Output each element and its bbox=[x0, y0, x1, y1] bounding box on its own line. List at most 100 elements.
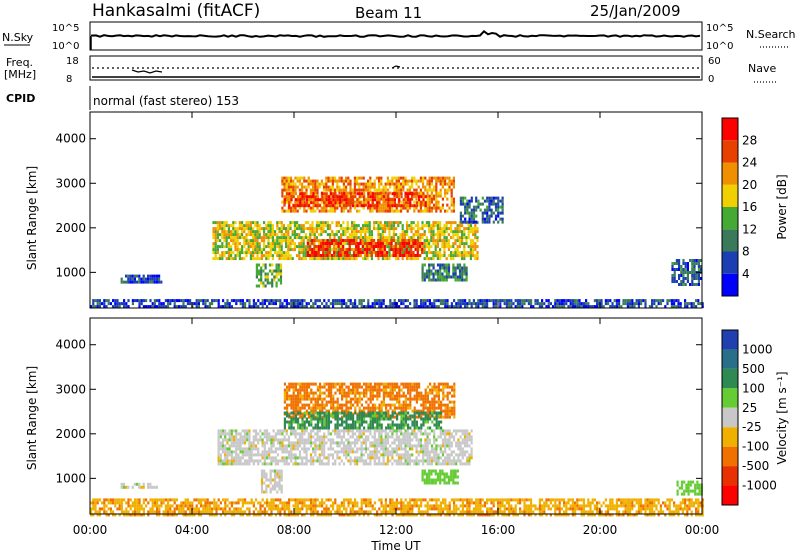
power-cell bbox=[446, 203, 449, 207]
power-cell bbox=[488, 214, 491, 218]
velocity-cell bbox=[318, 435, 321, 439]
power-cell bbox=[138, 302, 141, 306]
velocity-cell bbox=[373, 444, 376, 448]
power-cell bbox=[414, 224, 417, 228]
power-cell bbox=[432, 278, 435, 282]
power-cell bbox=[221, 251, 224, 255]
power-cell bbox=[371, 209, 374, 213]
power-cell bbox=[454, 272, 457, 276]
velocity-region-2 bbox=[217, 429, 473, 466]
power-cell bbox=[486, 299, 489, 303]
power-cell bbox=[293, 227, 296, 231]
velocity-cell bbox=[413, 411, 416, 415]
power-cell bbox=[287, 248, 290, 252]
velocity-cell bbox=[263, 450, 266, 454]
velocity-cell bbox=[349, 450, 352, 454]
power-cell bbox=[204, 302, 207, 306]
power-cell bbox=[331, 185, 334, 189]
power-cell bbox=[216, 227, 219, 231]
power-cell bbox=[353, 233, 356, 237]
power-cell bbox=[422, 179, 425, 183]
power-cell bbox=[305, 204, 308, 208]
velocity-cell bbox=[353, 438, 357, 442]
power-cell bbox=[280, 242, 283, 246]
velocity-cell bbox=[303, 426, 306, 430]
power-cell bbox=[283, 179, 286, 183]
power-cell bbox=[466, 220, 469, 224]
power-cell bbox=[377, 227, 380, 231]
power-cell bbox=[454, 254, 457, 258]
velocity-cell bbox=[435, 406, 438, 410]
power-cell bbox=[415, 182, 418, 186]
power-cell bbox=[378, 179, 381, 183]
power-cell bbox=[351, 233, 354, 237]
velocity-cell bbox=[287, 450, 291, 454]
velocity-cell bbox=[375, 462, 379, 466]
power-cell bbox=[334, 201, 337, 205]
power-cell bbox=[497, 214, 500, 218]
velocity-cell bbox=[351, 429, 354, 433]
velocity-cell bbox=[415, 382, 418, 386]
power-cell bbox=[353, 236, 356, 240]
power-cell bbox=[395, 185, 398, 189]
power-cell bbox=[275, 266, 278, 270]
power-cell bbox=[216, 257, 219, 261]
velocity-cell bbox=[343, 394, 346, 398]
velocity-cell bbox=[380, 414, 383, 418]
power-cell bbox=[697, 262, 700, 265]
velocity-cell bbox=[312, 426, 315, 430]
velocity-cell bbox=[380, 441, 383, 445]
power-cell bbox=[359, 242, 362, 245]
velocity-cell bbox=[424, 411, 427, 415]
power-cell bbox=[127, 305, 130, 309]
power-cell bbox=[323, 204, 326, 208]
velocity-cell bbox=[424, 394, 427, 398]
power-cell bbox=[230, 233, 233, 237]
power-cell bbox=[635, 302, 638, 306]
velocity-cell bbox=[367, 397, 370, 401]
power-cell bbox=[463, 227, 466, 231]
velocity-cell bbox=[305, 391, 308, 395]
power-cell bbox=[402, 188, 405, 192]
power-cell bbox=[301, 200, 304, 204]
power-cell bbox=[223, 245, 226, 249]
velocity-cell bbox=[319, 391, 322, 395]
power-cell bbox=[501, 205, 504, 209]
power-cell bbox=[341, 239, 345, 242]
power-cell bbox=[469, 251, 472, 255]
power-cell bbox=[307, 227, 310, 231]
power-cell bbox=[450, 182, 453, 186]
power-cell bbox=[345, 192, 348, 196]
velocity-cell bbox=[435, 400, 438, 404]
power-cell bbox=[138, 305, 141, 309]
power-cell bbox=[412, 227, 415, 231]
power-cell bbox=[391, 176, 394, 180]
power-cell bbox=[369, 188, 372, 192]
power-cell bbox=[311, 251, 314, 254]
power-cell bbox=[477, 299, 480, 303]
power-cell bbox=[244, 305, 247, 309]
power-cell bbox=[508, 305, 511, 309]
power-cell bbox=[413, 188, 416, 192]
power-cell bbox=[164, 305, 167, 309]
velocity-cell bbox=[396, 423, 399, 427]
velocity-cell bbox=[453, 385, 456, 389]
velocity-cell bbox=[307, 432, 310, 436]
velocity-cell bbox=[316, 417, 319, 421]
power-cell bbox=[338, 176, 341, 180]
power-cell bbox=[413, 179, 416, 183]
power-cell bbox=[325, 179, 328, 183]
power-cell bbox=[335, 221, 338, 225]
velocity-cell bbox=[369, 459, 372, 463]
power-cell bbox=[311, 227, 314, 231]
power-cell bbox=[382, 192, 385, 196]
velocity-cell bbox=[382, 397, 385, 401]
power-cell bbox=[456, 266, 459, 270]
power-cell bbox=[341, 254, 345, 257]
power-cell bbox=[308, 248, 312, 251]
velocity-cell bbox=[283, 411, 286, 415]
velocity-cell bbox=[235, 435, 238, 439]
power-cell bbox=[697, 280, 700, 283]
power-cell bbox=[657, 302, 660, 306]
power-cell bbox=[433, 206, 436, 210]
